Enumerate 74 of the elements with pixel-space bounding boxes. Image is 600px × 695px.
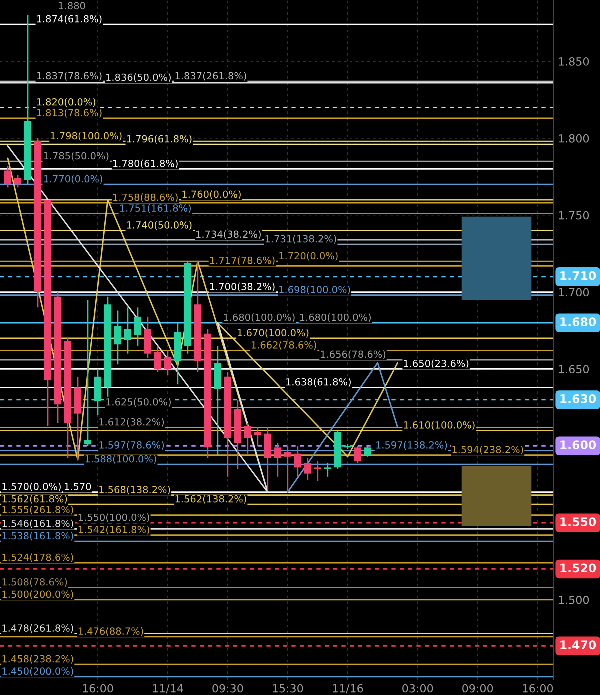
y-tick-label: 1.850 xyxy=(559,58,590,66)
annotation: 1.734(38.2%) xyxy=(196,230,261,240)
x-tick-label: 09:00 xyxy=(462,684,494,693)
ref-line-label: 1.550 xyxy=(560,518,596,526)
annotation: 1.650(23.6%) xyxy=(404,360,469,368)
ref-line-label: 1.630 xyxy=(560,394,596,404)
annotation: 1.562(61.8%) xyxy=(2,495,68,504)
annotation: 1.758(88.6%) xyxy=(113,194,178,202)
x-tick-label: 11/14 xyxy=(153,684,184,694)
annotation: 1.740(50.0%) xyxy=(127,221,192,230)
annotation: 1.555(261.8%) xyxy=(2,506,74,515)
annotation: 1.698(100.0%) xyxy=(280,286,350,295)
x-tick-label: 16:00 xyxy=(523,684,554,693)
ref-line-label: 1.680 xyxy=(560,318,596,326)
annotation: 1.798(100.0%) xyxy=(51,132,122,141)
annotation: 1.612(38.2%) xyxy=(100,418,164,427)
annotation: 1.597(138.2%) xyxy=(376,441,448,450)
annotation: 1.610(100.0%) xyxy=(404,421,475,430)
annotation: 1.836(50.0%) xyxy=(106,74,171,82)
annotation: 1.594(238.2%) xyxy=(452,446,524,455)
annotation: 1.796(61.8%) xyxy=(127,135,192,144)
annotation: 1.720(0.0%) xyxy=(280,252,338,261)
annotation: 1.656(78.6%) xyxy=(321,350,386,360)
annotation: 1.508(78.6%) xyxy=(2,578,68,587)
annotation: 1.770(0.0%) xyxy=(44,175,102,184)
annotation: 1.588(100.0%) xyxy=(86,455,156,464)
ref-line-label: 1.520 xyxy=(560,564,596,573)
y-tick-label: 1.750 xyxy=(559,211,590,220)
x-tick-label: 09:30 xyxy=(212,684,244,693)
annotation: 1.700(38.2%) xyxy=(210,282,275,292)
annotation: 1.597(78.6%) xyxy=(100,441,164,450)
x-tick-label: 15:30 xyxy=(273,684,304,693)
annotation: 1.568(138.2%) xyxy=(100,486,170,495)
y-tick-label: 1.650 xyxy=(559,365,590,374)
x-tick-label: 11/16 xyxy=(333,684,364,694)
annotation: 1.785(50.0%) xyxy=(44,152,109,161)
annotation: 1.670(100.0%) xyxy=(238,329,309,338)
x-tick-label: 03:00 xyxy=(402,684,434,693)
annotation: 1.820(0.0%) xyxy=(37,98,96,107)
annotation: 1.546(161.8%) xyxy=(2,520,74,528)
annotation: 1.731(138.2%) xyxy=(266,235,336,244)
annotation: 1.751(161.8%) xyxy=(120,204,191,214)
ref-line-label: 1.470 xyxy=(560,640,596,650)
annotation: 1.570 xyxy=(65,483,92,490)
ref-line-label: 1.710 xyxy=(560,271,596,280)
annotation: 1.837(78.6%) xyxy=(37,72,102,81)
annotation: 1.458(238.2%) xyxy=(2,655,74,664)
y-tick-label: 1.700 xyxy=(559,288,590,297)
annotation: 1.542(161.8%) xyxy=(78,526,150,535)
annotation: 1.662(78.6%) xyxy=(252,341,316,350)
annotation: 1.570(0.0%) xyxy=(2,482,61,492)
annotation: 1.476(88.7%) xyxy=(78,628,144,636)
annotation: 1.478(261.8%) xyxy=(2,624,74,634)
y-tick-label: 1.500 xyxy=(559,596,590,604)
annotation: 1.760(0.0%) xyxy=(182,190,241,200)
y-tick-label: 1.800 xyxy=(559,134,590,143)
annotation: 1.550(100.0%) xyxy=(78,514,150,522)
annotation: 1.524(178.6%) xyxy=(2,554,74,562)
annotation: 1.837(261.8%) xyxy=(176,72,246,81)
annotation: 1.562(138.2%) xyxy=(176,495,246,504)
x-tick-label: 16:00 xyxy=(83,684,114,693)
annotation: 1.813(78.6%) xyxy=(37,109,102,118)
annotation: 1.538(161.8%) xyxy=(2,532,74,541)
annotation: 1.874(61.8%) xyxy=(37,15,102,24)
annotation: 1.680(100.0%) xyxy=(300,314,371,322)
annotation: 1.638(61.8%) xyxy=(286,378,351,387)
annotation: 1.717(78.6%) xyxy=(210,256,275,266)
ref-line-label: 1.600 xyxy=(560,440,596,450)
annotation: 1.680(100.0%) xyxy=(224,314,295,322)
annotation: 1.500(200.0%) xyxy=(2,590,74,600)
annotation: 1.880 xyxy=(59,2,86,10)
annotation: 1.625(50.0%) xyxy=(106,398,171,407)
annotation: 1.450(200.0%) xyxy=(2,668,74,676)
annotation: 1.780(61.8%) xyxy=(113,160,178,168)
